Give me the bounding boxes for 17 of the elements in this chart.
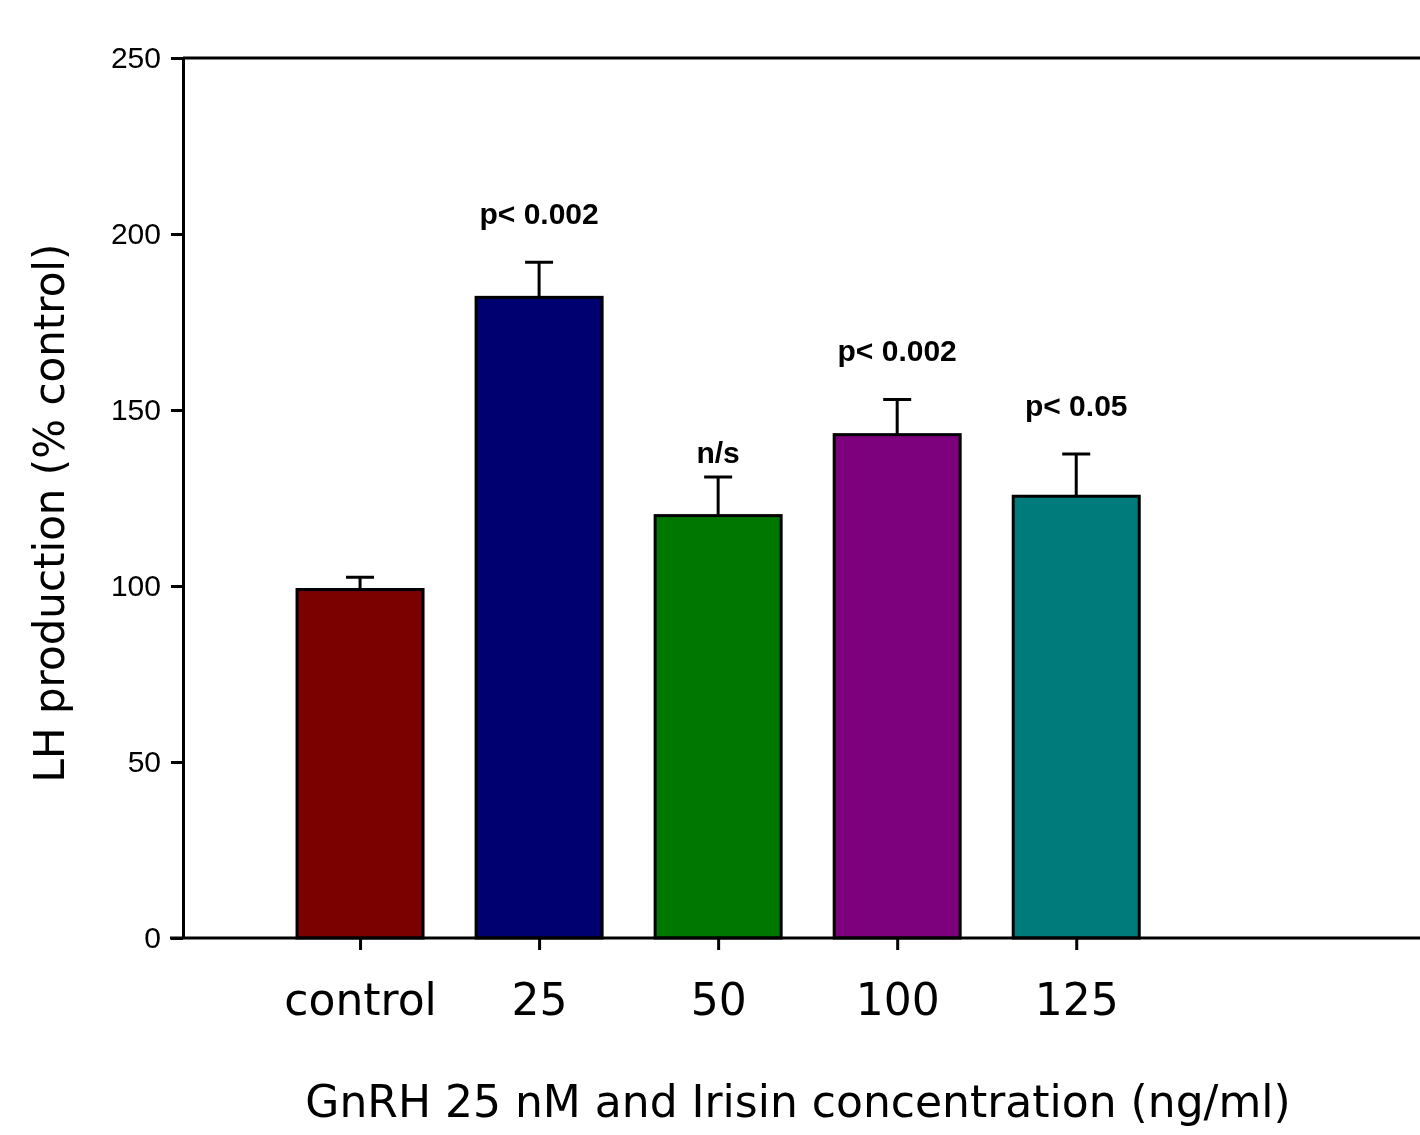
x-tick-label: 125 bbox=[1034, 974, 1119, 1026]
y-tick-label: 150 bbox=[110, 393, 161, 427]
annotation: p< 0.002 bbox=[837, 334, 957, 368]
y-tick-label: 50 bbox=[127, 745, 161, 779]
y-tick-label: 0 bbox=[144, 921, 161, 955]
y-tick-label: 200 bbox=[110, 217, 161, 251]
y-axis-title: LH production (% control) bbox=[25, 243, 74, 783]
annotation: n/s bbox=[696, 435, 740, 469]
x-tick-label: 100 bbox=[855, 974, 940, 1026]
annotation: p< 0.05 bbox=[1024, 389, 1128, 422]
y-tick-label: 250 bbox=[110, 41, 161, 75]
x-tick-label: control bbox=[284, 974, 437, 1026]
x-tick-label: 50 bbox=[690, 974, 747, 1026]
x-tick-label: 25 bbox=[511, 974, 568, 1026]
x-axis-title: GnRH 25 nM and Irisin concentration (ng/ml) bbox=[305, 1076, 1291, 1127]
annotation: p< 0.002 bbox=[479, 197, 599, 231]
y-tick-label: 100 bbox=[110, 569, 161, 603]
